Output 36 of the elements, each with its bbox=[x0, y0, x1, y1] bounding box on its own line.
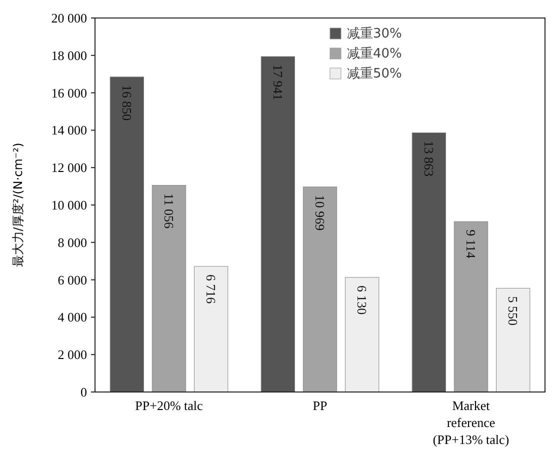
x-tick-label: PP+20% talc bbox=[135, 398, 204, 413]
data-label: 13 863 bbox=[421, 140, 436, 177]
legend-label: 减重50% bbox=[347, 66, 402, 82]
data-label: 17 941 bbox=[270, 64, 286, 100]
y-tick-label: 14 000 bbox=[51, 122, 87, 138]
y-tick-label: 18 000 bbox=[51, 48, 87, 63]
data-label: 6 716 bbox=[204, 274, 219, 304]
legend-label: 减重30% bbox=[347, 26, 402, 42]
bar bbox=[412, 132, 446, 392]
y-tick-label: 6 000 bbox=[58, 272, 87, 288]
y-tick-label: 10 000 bbox=[51, 198, 87, 212]
data-label: 11 056 bbox=[161, 193, 176, 230]
bar bbox=[454, 221, 488, 392]
y-tick-label: 0 bbox=[80, 384, 87, 400]
bar bbox=[260, 56, 296, 392]
bar bbox=[302, 186, 338, 392]
y-tick-label: 20 000 bbox=[51, 10, 87, 26]
y-tick-label: 8 000 bbox=[58, 234, 87, 250]
data-label: 16 850 bbox=[119, 84, 134, 121]
bar bbox=[110, 76, 144, 392]
bar bbox=[194, 266, 228, 392]
y-tick-label: 4 000 bbox=[58, 310, 87, 325]
y-tick-label: 2 000 bbox=[58, 347, 87, 362]
legend-label: 减重40% bbox=[347, 46, 402, 62]
data-label: 9 114 bbox=[464, 230, 479, 259]
bar bbox=[344, 277, 380, 392]
y-axis-title: 最大力/厚度²/(N·cm⁻²) bbox=[11, 142, 25, 268]
x-tick-label: Market reference (PP+13% talc) bbox=[432, 398, 510, 447]
y-tick-label: 16 000 bbox=[51, 85, 87, 100]
data-label: 5 550 bbox=[506, 296, 521, 326]
bar bbox=[496, 288, 530, 392]
x-tick-label: PP bbox=[312, 398, 328, 413]
data-label: 10 969 bbox=[312, 194, 328, 231]
data-label: 6 130 bbox=[354, 285, 370, 315]
y-tick-label: 12 000 bbox=[51, 160, 87, 176]
bar bbox=[152, 185, 186, 392]
